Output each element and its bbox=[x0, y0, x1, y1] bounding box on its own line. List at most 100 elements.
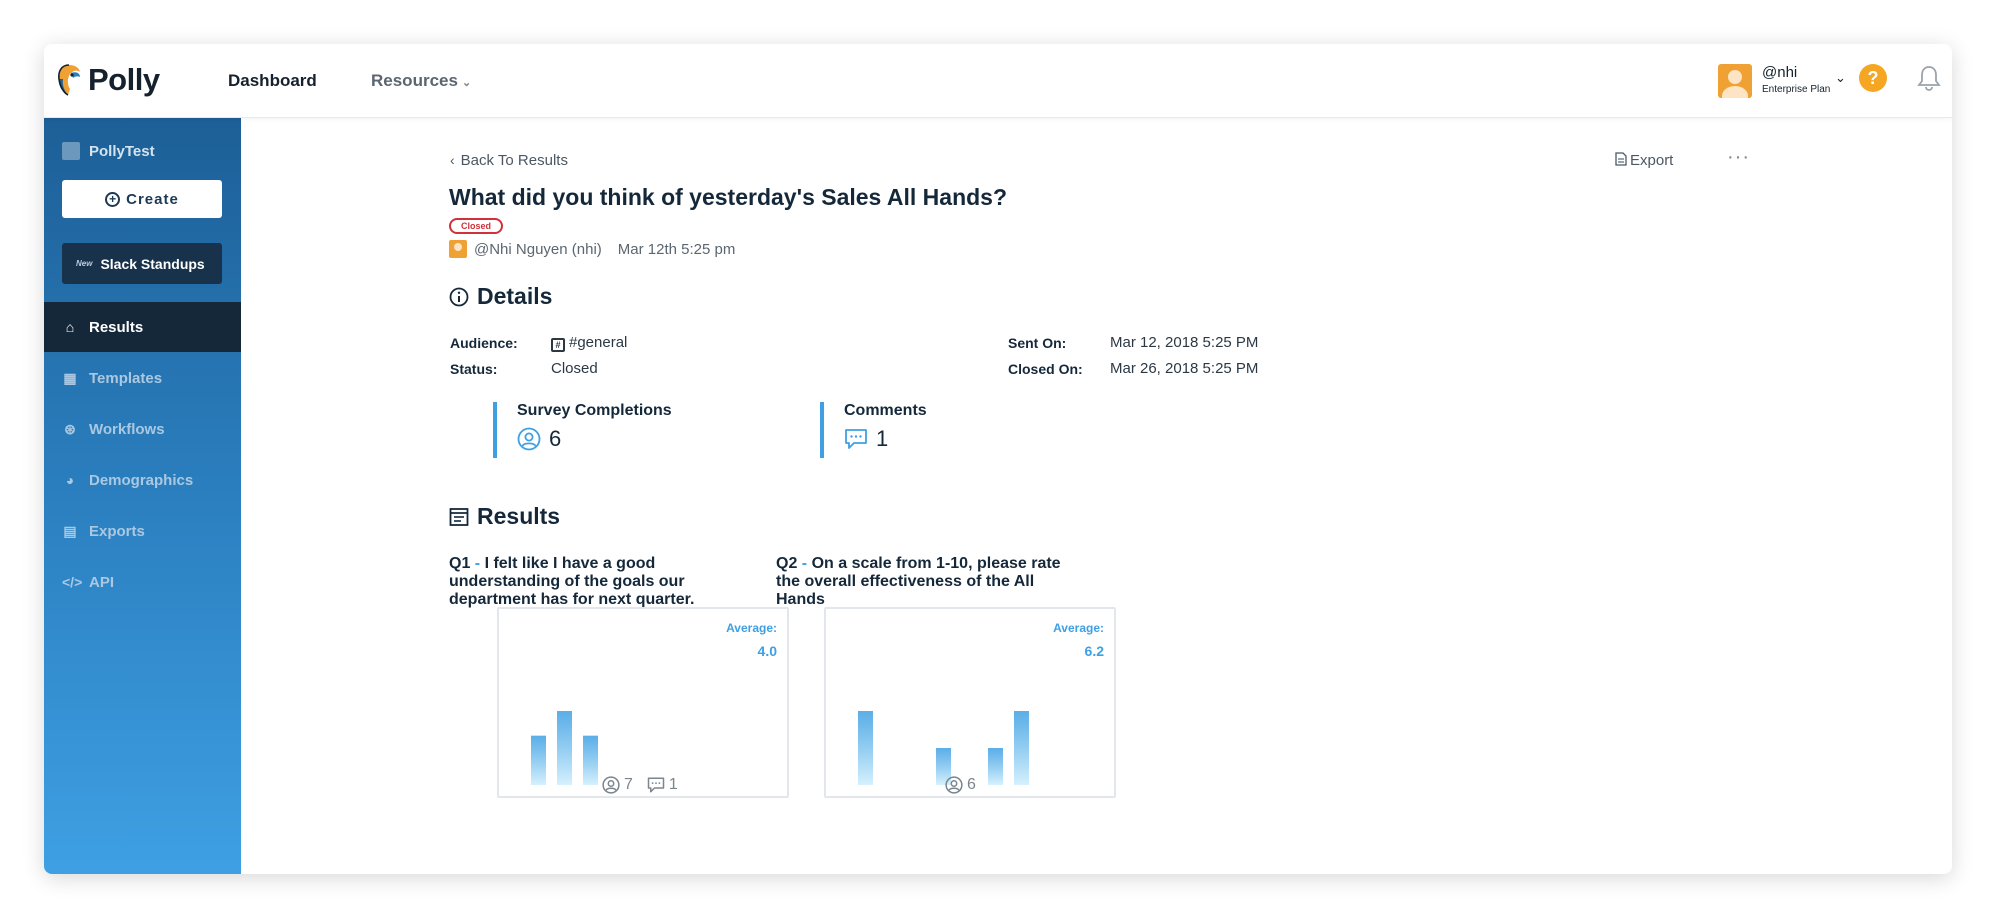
chart-bar bbox=[1014, 711, 1029, 785]
sidebar-item-exports[interactable]: ▤ Exports bbox=[44, 506, 241, 556]
polly-logo[interactable]: Polly bbox=[56, 62, 160, 98]
help-icon[interactable]: ? bbox=[1859, 64, 1887, 92]
comments-count[interactable]: 1 bbox=[647, 776, 678, 794]
plus-circle-icon: + bbox=[105, 191, 121, 207]
question-number: Q1 bbox=[449, 555, 471, 572]
avatar bbox=[449, 240, 467, 258]
details-heading-label: Details bbox=[477, 283, 553, 309]
home-icon: ⌂ bbox=[65, 319, 75, 335]
user-circle-icon bbox=[517, 427, 541, 451]
average-value: 4.0 bbox=[757, 643, 777, 659]
survey-completions-stat: Survey Completions 6 bbox=[493, 402, 672, 458]
sidebar-item-templates[interactable]: ▦ Templates bbox=[44, 353, 241, 403]
app-window: Polly Dashboard Resources ⌄ @nhi Enterpri… bbox=[44, 44, 1952, 874]
workspace-icon bbox=[62, 142, 80, 160]
responses-count[interactable]: 6 bbox=[945, 776, 976, 794]
create-button[interactable]: + Create bbox=[62, 180, 222, 218]
status-label: Status: bbox=[450, 361, 498, 377]
q2-footer: 6 bbox=[945, 776, 990, 794]
sidebar-item-api[interactable]: </> API bbox=[44, 557, 241, 607]
bell-icon[interactable] bbox=[1917, 64, 1941, 92]
sent-on-label: Sent On: bbox=[1008, 335, 1067, 351]
back-to-results-link[interactable]: ‹ Back To Results bbox=[450, 152, 568, 169]
chart-bar bbox=[988, 748, 1003, 785]
user-plan: Enterprise Plan bbox=[1762, 84, 1831, 95]
q2-chart-card[interactable]: Average: 6.2 bbox=[824, 607, 1116, 798]
file-icon: ▤ bbox=[63, 522, 77, 539]
audience-label: Audience: bbox=[450, 335, 518, 351]
chart-bar bbox=[936, 748, 951, 785]
author-name: @Nhi Nguyen (nhi) bbox=[474, 240, 602, 258]
sidebar-item-label: Exports bbox=[89, 522, 145, 540]
user-circle-icon bbox=[602, 776, 620, 794]
chevron-left-icon: ‹ bbox=[450, 152, 455, 168]
closed-on-value: Mar 26, 2018 5:25 PM bbox=[1110, 360, 1259, 377]
app-name: Polly bbox=[88, 62, 160, 97]
comments-value: 1 bbox=[668, 776, 678, 793]
sidebar-item-label: API bbox=[89, 573, 115, 591]
question-text: On a scale from 1-10, please rate the ov… bbox=[776, 555, 1061, 608]
responses-value: 6 bbox=[967, 776, 976, 793]
top-bar: Polly Dashboard Resources ⌄ @nhi Enterpri… bbox=[44, 44, 1952, 118]
responses-count[interactable]: 7 bbox=[602, 776, 633, 794]
create-label: Create bbox=[126, 190, 179, 208]
results-heading-label: Results bbox=[477, 503, 561, 529]
chevron-down-icon[interactable]: ⌄ bbox=[1835, 70, 1846, 85]
nav-dashboard[interactable]: Dashboard bbox=[228, 71, 317, 90]
sidebar: PollyTest + Create New Slack Standups ⌂ … bbox=[44, 118, 241, 874]
comment-icon bbox=[647, 777, 665, 793]
pie-icon: ◕ bbox=[65, 472, 75, 488]
status-value: Closed bbox=[551, 360, 598, 377]
sidebar-item-workflows[interactable]: ⊛ Workflows bbox=[44, 404, 241, 454]
sidebar-item-label: Templates bbox=[89, 369, 163, 387]
question-text: I felt like I have a good understanding … bbox=[449, 555, 695, 608]
export-button[interactable]: Export bbox=[1615, 152, 1673, 169]
user-handle: @nhi bbox=[1762, 64, 1798, 81]
sidebar-item-results[interactable]: ⌂ Results bbox=[44, 302, 241, 352]
responses-value: 7 bbox=[624, 776, 633, 793]
question-q2[interactable]: Q2 - On a scale from 1-10, please rate t… bbox=[776, 555, 1076, 609]
sidebar-item-label: Demographics bbox=[89, 471, 194, 489]
nav-resources[interactable]: Resources ⌄ bbox=[371, 71, 471, 91]
nav-resources-label: Resources bbox=[371, 71, 458, 90]
new-badge: New bbox=[76, 259, 93, 268]
calendar-icon: ▦ bbox=[63, 369, 77, 386]
status-badge: Closed bbox=[449, 218, 504, 234]
export-label: Export bbox=[1630, 152, 1674, 169]
sidebar-item-label: Workflows bbox=[89, 420, 165, 438]
question-number: Q2 bbox=[776, 555, 798, 572]
slack-standups-label: Slack Standups bbox=[100, 255, 205, 272]
chart-bar bbox=[583, 735, 598, 785]
comments-stat: Comments 1 bbox=[820, 402, 927, 458]
created-date: Mar 12th 5:25 pm bbox=[617, 240, 736, 258]
question-q1[interactable]: Q1 - I felt like I have a good understan… bbox=[449, 555, 749, 609]
q1-bar-chart bbox=[531, 711, 598, 785]
user-menu[interactable]: @nhi Enterprise Plan bbox=[1718, 64, 1830, 98]
survey-completions-value: 6 bbox=[549, 426, 562, 451]
details-heading: Details bbox=[449, 283, 552, 310]
closed-on-label: Closed On: bbox=[1008, 361, 1083, 377]
channel-icon: # bbox=[551, 338, 565, 352]
q1-chart-card[interactable]: Average: 4.0 bbox=[497, 607, 789, 798]
workspace-label: PollyTest bbox=[89, 142, 155, 160]
audience-value: # #general bbox=[551, 334, 627, 352]
workflow-icon: ⊛ bbox=[64, 420, 76, 437]
chart-bar bbox=[531, 735, 546, 785]
slack-standups-button[interactable]: New Slack Standups bbox=[62, 243, 222, 284]
main-content: ‹ Back To Results Export ··· What did you… bbox=[241, 118, 1952, 874]
question-dash: - bbox=[797, 555, 812, 572]
results-heading: Results bbox=[449, 503, 560, 530]
file-icon bbox=[1615, 152, 1627, 166]
sidebar-item-demographics[interactable]: ◕ Demographics bbox=[44, 455, 241, 505]
average-value: 6.2 bbox=[1084, 643, 1104, 659]
back-label: Back To Results bbox=[460, 152, 568, 169]
more-options-icon[interactable]: ··· bbox=[1727, 146, 1750, 168]
sidebar-item-label: Results bbox=[89, 318, 144, 336]
code-icon: </> bbox=[62, 574, 83, 590]
average-label: Average: bbox=[726, 621, 777, 635]
survey-completions-label: Survey Completions bbox=[517, 402, 672, 419]
q2-bar-chart bbox=[858, 711, 1029, 785]
chart-bar bbox=[858, 711, 873, 785]
question-dash: - bbox=[470, 555, 485, 572]
workspace-name[interactable]: PollyTest bbox=[62, 142, 155, 160]
